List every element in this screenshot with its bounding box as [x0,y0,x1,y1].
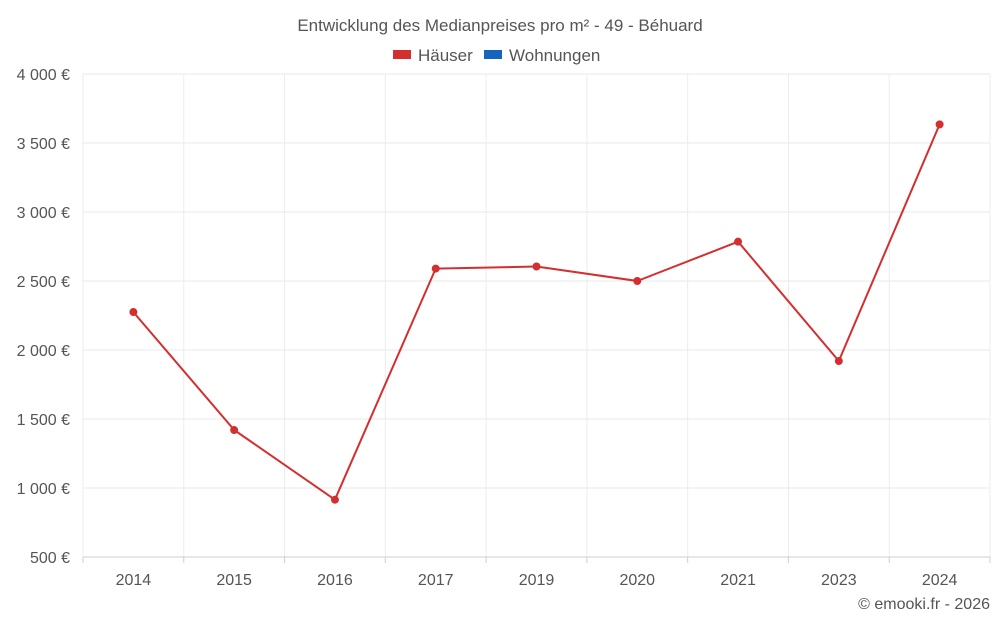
x-tick-label: 2015 [216,572,252,589]
x-tick-label: 2016 [317,572,353,589]
data-point-haeuser[interactable] [431,264,440,273]
credit: © emooki.fr - 2026 [858,596,990,613]
x-axis: 2014 2015 2016 2017 2019 2020 2021 2023 2024 [82,556,991,589]
data-point-haeuser[interactable] [935,120,944,129]
y-axis: 500 € 1 000 € 1 500 € 2 000 € 2 500 € 3 000 €… [17,67,70,567]
data-point-haeuser[interactable] [633,277,642,285]
legend-item-wohnungen[interactable]: Wohnungen [484,46,600,65]
data-point-haeuser[interactable] [734,237,743,246]
data-point-haeuser[interactable] [230,426,239,435]
legend-label-wohnungen: Wohnungen [509,46,600,65]
series-line-haeuser [132,124,941,501]
x-tick-label: 2017 [418,572,454,589]
legend-item-haeuser[interactable]: Häuser [393,46,473,65]
y-tick-label: 3 000 € [17,205,70,222]
legend-swatch-haeuser [393,50,411,59]
data-point-haeuser[interactable] [532,262,541,271]
legend: Häuser Wohnungen [393,46,600,65]
y-tick-label: 500 € [30,550,70,567]
y-tick-label: 2 500 € [17,274,70,291]
x-tick-label: 2023 [821,572,857,589]
grid [82,73,991,557]
x-tick-label: 2020 [619,572,655,589]
y-tick-label: 3 500 € [17,136,70,153]
x-tick-label: 2021 [720,572,756,589]
legend-label-haeuser: Häuser [418,46,473,65]
legend-swatch-wohnungen [484,50,502,59]
chart-title: Entwicklung des Medianpreises pro m² - 4… [297,16,702,35]
x-tick-label: 2019 [519,572,555,589]
x-tick-label: 2014 [116,572,152,589]
data-point-haeuser[interactable] [834,357,843,366]
data-point-haeuser[interactable] [129,308,138,317]
y-tick-label: 4 000 € [17,67,70,84]
y-tick-label: 2 000 € [17,343,70,360]
data-point-haeuser[interactable] [330,495,339,504]
y-tick-label: 1 500 € [17,412,70,429]
y-tick-label: 1 000 € [17,481,70,498]
series-haeuser [129,120,944,504]
x-tick-label: 2024 [922,572,958,589]
